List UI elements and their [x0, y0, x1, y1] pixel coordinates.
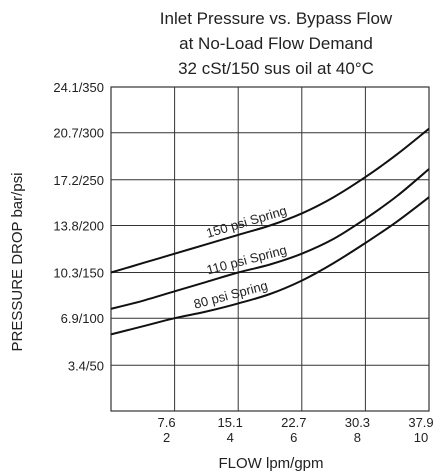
x-axis-ticks: 7.62 15.14 22.76 30.38 37.910 [158, 415, 434, 445]
curve-150-psi-spring [110, 127, 430, 274]
y-tick-label: 10.3/150 [53, 266, 104, 281]
x-tick-label-gpm: 10 [414, 430, 428, 445]
curve-110-psi-spring [110, 168, 430, 310]
y-tick-label: 20.7/300 [53, 126, 104, 141]
x-tick-label-lpm: 30.3 [345, 415, 370, 430]
x-tick-label-lpm: 15.1 [218, 415, 243, 430]
x-tick-label-gpm: 8 [354, 430, 361, 445]
curve-80-psi-spring [110, 196, 430, 336]
y-tick-label: 3.4/50 [68, 358, 104, 373]
x-tick-label-gpm: 2 [163, 430, 170, 445]
y-tick-label: 13.8/200 [53, 218, 104, 233]
x-tick-label-gpm: 4 [227, 430, 234, 445]
chart-title: Inlet Pressure vs. Bypass Flow at No-Loa… [160, 9, 393, 78]
chart-title-line-3: 32 cSt/150 sus oil at 40°C [178, 59, 374, 78]
y-axis-label: PRESSURE DROP bar/psi [9, 173, 26, 352]
chart-title-line-2: at No-Load Flow Demand [179, 34, 373, 53]
y-tick-label: 17.2/250 [53, 173, 104, 188]
y-tick-label: 24.1/350 [53, 80, 104, 95]
x-axis-label: FLOW lpm/gpm [218, 455, 323, 472]
y-tick-label: 6.9/100 [61, 311, 104, 326]
chart-title-line-1: Inlet Pressure vs. Bypass Flow [160, 9, 393, 28]
x-tick-label-lpm: 37.9 [408, 415, 433, 430]
x-tick-label-lpm: 7.6 [158, 415, 176, 430]
y-axis-ticks: 3.4/50 6.9/100 10.3/150 13.8/200 17.2/250 20.… [53, 80, 104, 373]
curve-label-150-psi-spring: 150 psi Spring [204, 203, 288, 241]
plot-area-frame [110, 86, 430, 412]
x-tick-label-gpm: 6 [290, 430, 297, 445]
x-tick-label-lpm: 22.7 [281, 415, 306, 430]
